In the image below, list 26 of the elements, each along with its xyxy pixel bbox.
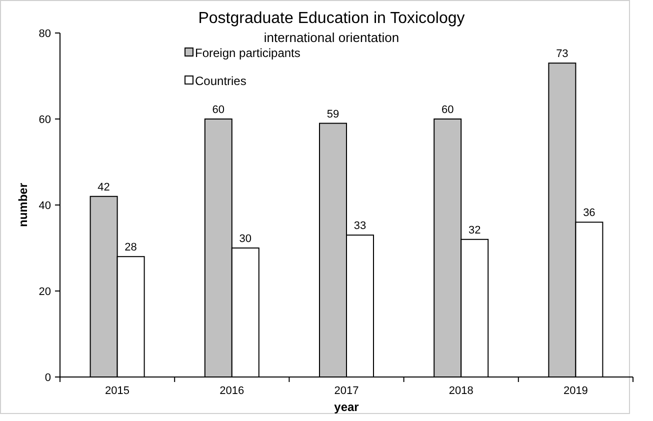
- data-label: 36: [583, 207, 596, 220]
- data-label: 33: [354, 220, 366, 232]
- data-label: 42: [98, 181, 110, 194]
- x-tick-label: 2016: [220, 385, 244, 397]
- chart-subtitle: international orientation: [264, 30, 400, 45]
- data-label: 73: [556, 48, 568, 60]
- y-tick-label: 40: [38, 200, 51, 212]
- y-tick-label: 60: [38, 114, 51, 126]
- y-axis-title: number: [16, 182, 30, 228]
- data-label: 60: [441, 104, 454, 116]
- x-tick-label: 2018: [448, 385, 474, 397]
- data-label: 59: [326, 108, 340, 120]
- y-tick-label: 80: [38, 28, 51, 40]
- data-label: 30: [239, 233, 252, 245]
- y-tick-label: 0: [44, 372, 51, 384]
- data-label: 60: [212, 104, 225, 116]
- legend-label: Countries: [195, 74, 246, 88]
- x-axis-title: year: [334, 400, 360, 414]
- y-tick-label: 20: [38, 286, 51, 298]
- x-tick-label: 2015: [105, 385, 130, 397]
- x-tick-label: 2019: [563, 385, 588, 397]
- data-label: 28: [124, 242, 137, 254]
- data-label: 32: [468, 224, 481, 236]
- x-tick-label: 2017: [334, 385, 359, 397]
- legend-label: Foreign participants: [195, 46, 300, 60]
- chart-title: Postgraduate Education in Toxicology: [198, 10, 465, 27]
